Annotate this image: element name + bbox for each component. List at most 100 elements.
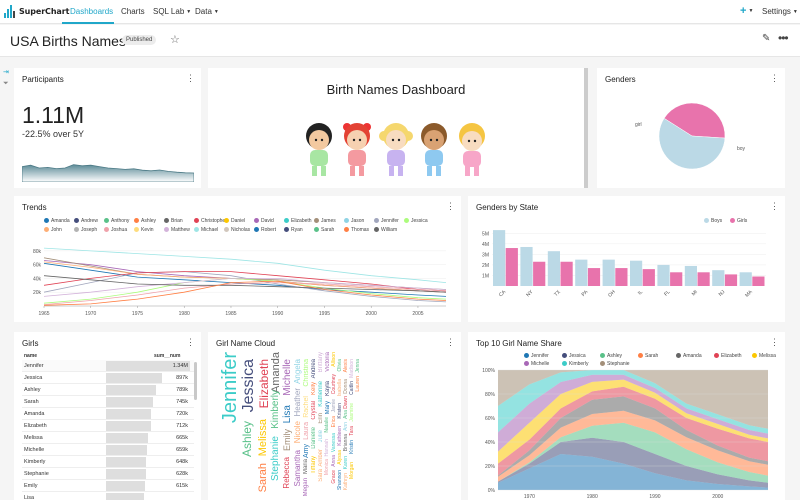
legend-item[interactable]: Michelle [524, 361, 549, 367]
legend-item[interactable]: Boys [704, 218, 722, 224]
cell-value-bar [106, 421, 151, 431]
column-header-sum-num[interactable]: sum__num [154, 353, 181, 359]
table-row[interactable]: Emily 615k [22, 480, 194, 492]
legend-item[interactable]: Anthony [104, 218, 129, 224]
word-cloud-word: Jenna [355, 359, 361, 373]
page-title[interactable]: USA Births Names [10, 33, 126, 49]
legend-item[interactable]: William [374, 227, 397, 233]
legend-item[interactable]: Matthew [164, 227, 190, 233]
girl-name-cloud-card: Girl Name Cloud ⋮ Jennifer Jessica Ashley E… [208, 332, 461, 500]
table-row[interactable]: Sarah 745k [22, 396, 194, 408]
table-row[interactable]: Ashley 789k [22, 384, 194, 396]
legend-item[interactable]: Christopher [194, 218, 227, 224]
nav-charts[interactable]: Charts [121, 7, 145, 16]
legend-item[interactable]: Jennifer [524, 353, 549, 359]
column-header-name[interactable]: name [24, 353, 38, 359]
legend-label: Amanda [683, 353, 702, 359]
legend-item[interactable]: Sarah [638, 353, 658, 359]
cell-value: 659k [176, 447, 188, 453]
legend-item[interactable]: Nicholas [224, 227, 250, 233]
brand-logo[interactable]: SuperChart [4, 5, 69, 18]
legend-item[interactable]: Michael [194, 227, 218, 233]
legend-item[interactable]: Ashley [134, 218, 156, 224]
genders-card: Genders ⋮ girl boy [597, 68, 785, 188]
cell-value: 1.34M [172, 363, 188, 369]
kebab-menu-icon[interactable]: ⋮ [446, 337, 455, 347]
legend-item[interactable]: Amanda [676, 353, 702, 359]
legend-item[interactable]: Stephanie [600, 361, 630, 367]
edit-icon[interactable]: ✎ [762, 33, 771, 44]
nav-sql-lab[interactable]: SQL Lab ▼ [153, 7, 191, 16]
table-row[interactable]: Lisa [22, 492, 194, 500]
more-horizontal-icon[interactable]: ••• [778, 31, 789, 45]
legend-dot-icon [314, 218, 319, 223]
legend-label: Ashley [141, 218, 157, 224]
word-cloud-word: Amy [303, 443, 310, 458]
genders-pie: girl boy [635, 102, 746, 170]
y-tick-label: 40% [485, 440, 496, 446]
legend-item[interactable]: Kevin [134, 227, 154, 233]
legend-item[interactable]: Ryan [284, 227, 303, 233]
table-row[interactable]: Michelle 659k [22, 444, 194, 456]
status-badge[interactable]: Published [122, 35, 157, 45]
legend-item[interactable]: John [44, 227, 62, 233]
legend-dot-icon [600, 353, 605, 358]
legend-item[interactable]: Daniel [224, 218, 245, 224]
legend-item[interactable]: Kimberly [562, 361, 588, 367]
table-row[interactable]: Jessica 897k [22, 372, 194, 384]
table-row[interactable]: Amanda 720k [22, 408, 194, 420]
expand-icon[interactable]: ⇥ [3, 69, 9, 76]
trend-series-line [43, 277, 447, 304]
legend-label: Andrew [81, 218, 98, 224]
table-row[interactable]: Kimberly 648k [22, 456, 194, 468]
cell-name: Amanda [24, 411, 45, 417]
nav-dashboards[interactable]: Dashboards [70, 7, 114, 16]
legend-item[interactable]: Andrew [74, 218, 98, 224]
word-cloud-word: Lauren [355, 376, 361, 392]
logo-text: SuperChart [19, 7, 70, 16]
markdown-scrollbar[interactable] [584, 68, 588, 188]
filter-icon[interactable]: ⏷ [3, 80, 9, 87]
legend-item[interactable]: Jessica [562, 353, 586, 359]
legend-item[interactable]: Melissa [752, 353, 776, 359]
legend-item[interactable]: Sarah [314, 227, 334, 233]
nav-data[interactable]: Data ▼ [195, 7, 219, 16]
legend-item[interactable]: Amanda [44, 218, 70, 224]
table-row[interactable]: Jennifer 1.34M [22, 360, 194, 372]
big-number: 1.11M [22, 102, 85, 128]
active-tab-underline [62, 22, 114, 24]
x-tick-label: 1995 [319, 311, 330, 317]
legend-item[interactable]: Joshua [104, 227, 127, 233]
legend-item[interactable]: James [314, 218, 336, 224]
legend-item[interactable]: Girls [730, 218, 747, 224]
legend-item[interactable]: Robert [254, 227, 276, 233]
kebab-menu-icon[interactable]: ⋮ [186, 337, 195, 347]
nav-settings[interactable]: Settings ▼ [762, 7, 798, 16]
word-cloud-word: Samantha [293, 450, 302, 487]
trend-series-line [43, 262, 447, 297]
table-scrollbar[interactable] [194, 362, 197, 400]
word-cloud-word: Maria [303, 458, 309, 474]
kebab-menu-icon[interactable]: ⋮ [770, 201, 779, 211]
legend-item[interactable]: Elizabeth [284, 218, 312, 224]
legend-item[interactable]: Elizabeth [714, 353, 742, 359]
cell-value: 648k [176, 459, 188, 465]
kebab-menu-icon[interactable]: ⋮ [770, 337, 779, 347]
legend-item[interactable]: Thomas [344, 227, 369, 233]
legend-item[interactable]: Ashley [600, 353, 622, 359]
x-tick-label: 1980 [587, 494, 598, 500]
plus-icon[interactable]: + ▼ [740, 5, 753, 17]
kebab-menu-icon[interactable]: ⋮ [770, 73, 779, 83]
kebab-menu-icon[interactable]: ⋮ [446, 201, 455, 211]
legend-item[interactable]: Jessica [404, 218, 428, 224]
legend-item[interactable]: Brian [164, 218, 183, 224]
legend-item[interactable]: Jason [344, 218, 364, 224]
table-row[interactable]: Elizabeth 712k [22, 420, 194, 432]
table-row[interactable]: Stephanie 628k [22, 468, 194, 480]
legend-item[interactable]: David [254, 218, 274, 224]
star-icon[interactable]: ☆ [170, 34, 180, 46]
legend-item[interactable]: Jennifer [374, 218, 399, 224]
table-row[interactable]: Melissa 665k [22, 432, 194, 444]
kebab-menu-icon[interactable]: ⋮ [186, 73, 195, 83]
legend-item[interactable]: Joseph [74, 227, 97, 233]
